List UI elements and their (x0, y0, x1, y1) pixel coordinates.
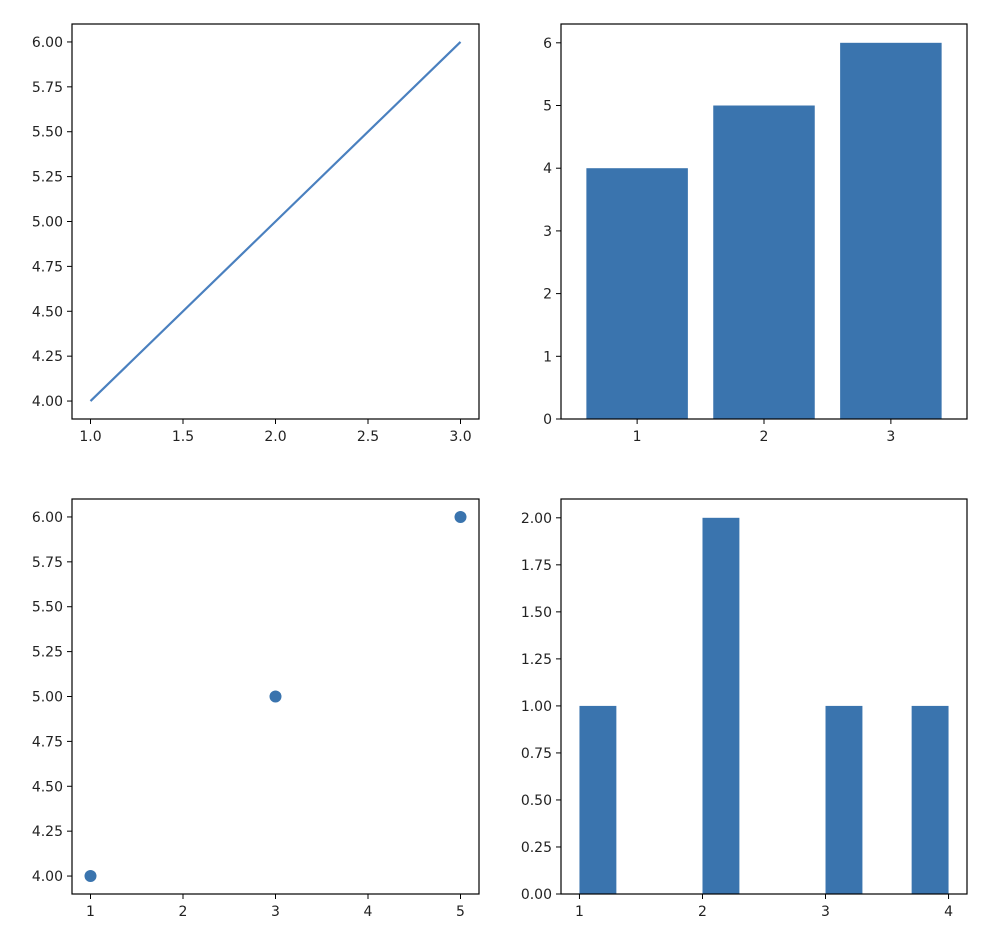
y-tick-label: 2 (543, 287, 552, 303)
y-tick-label: 6.00 (32, 35, 63, 51)
histogram-bar (579, 705, 617, 894)
histogram-bar (825, 705, 863, 894)
x-tick-label: 2 (698, 904, 707, 920)
y-tick-label: 1.00 (521, 699, 552, 715)
x-tick-label: 4 (364, 904, 373, 920)
axes-frame (560, 498, 968, 895)
y-tick-label: 6 (543, 36, 552, 52)
x-tick-label: 2.5 (357, 429, 379, 445)
y-tick-label: 4.75 (32, 259, 63, 275)
y-tick-label: 0.50 (521, 793, 552, 809)
y-tick-label: 4.00 (32, 869, 63, 885)
y-tick-label: 0.00 (521, 887, 552, 903)
y-tick-label: 4.00 (32, 394, 63, 410)
y-tick-label: 5.00 (32, 690, 63, 706)
x-tick-label: 1.5 (172, 429, 194, 445)
x-tick-label: 3.0 (449, 429, 471, 445)
y-tick-label: 0 (543, 412, 552, 428)
bar (586, 168, 688, 419)
y-tick-label: 6.00 (32, 510, 63, 526)
y-tick-label: 1 (543, 349, 552, 365)
y-tick-label: 5.50 (32, 125, 63, 141)
y-tick-label: 4.50 (32, 304, 63, 320)
scatter-chart-axes: 1 2 3 4 5 4.00 4.25 4.50 4.75 5.00 5.25 5.50 5.75 6.0… (32, 498, 480, 920)
x-tick-label: 1 (575, 904, 584, 920)
x-tick-label: 3 (271, 904, 280, 920)
scatter-point (84, 870, 97, 883)
line-chart-axes: 1.0 1.5 2.0 2.5 3.0 4.00 4.25 4.50 4.75 5.00 5.25 5… (32, 23, 480, 445)
series-line (89, 41, 462, 402)
x-tick-label: 1 (633, 429, 642, 445)
x-tick-label: 1.0 (79, 429, 101, 445)
y-tick-label: 5.50 (32, 600, 63, 616)
y-tick-label: 5.25 (32, 170, 63, 186)
scatter-point (454, 510, 467, 523)
y-tick-label: 5 (543, 99, 552, 115)
x-tick-label: 2.0 (264, 429, 286, 445)
y-tick-label: 5.25 (32, 645, 63, 661)
x-tick-label: 4 (944, 904, 953, 920)
y-tick-label: 1.50 (521, 605, 552, 621)
histogram-axes: 1 2 3 4 0.00 0.25 0.50 0.75 1.00 1.25 1.50 1.75 2.00 (521, 498, 968, 920)
histogram-bar (702, 517, 740, 894)
x-tick-label: 1 (86, 904, 95, 920)
x-tick-label: 2 (760, 429, 769, 445)
y-tick-label: 0.25 (521, 840, 552, 856)
y-tick-label: 4.25 (32, 824, 63, 840)
x-tick-label: 3 (821, 904, 830, 920)
x-tick-label: 2 (179, 904, 188, 920)
y-tick-label: 2.00 (521, 511, 552, 527)
bar (713, 105, 815, 419)
y-tick-label: 1.25 (521, 652, 552, 668)
x-tick-label: 3 (886, 429, 895, 445)
y-tick-label: 4 (543, 161, 552, 177)
y-tick-label: 4.50 (32, 779, 63, 795)
bar (840, 42, 942, 420)
scatter-point (269, 690, 282, 703)
y-tick-label: 1.75 (521, 558, 552, 574)
y-tick-label: 4.75 (32, 734, 63, 750)
y-tick-label: 0.75 (521, 746, 552, 762)
x-tick-label: 5 (456, 904, 465, 920)
y-tick-label: 3 (543, 224, 552, 240)
histogram-bar (911, 705, 949, 894)
y-tick-label: 5.75 (32, 80, 63, 96)
y-tick-label: 4.25 (32, 349, 63, 365)
bar-chart-axes: 1 2 3 0 1 2 3 4 5 6 (543, 23, 968, 445)
y-tick-label: 5.75 (32, 555, 63, 571)
y-tick-label: 5.00 (32, 215, 63, 231)
